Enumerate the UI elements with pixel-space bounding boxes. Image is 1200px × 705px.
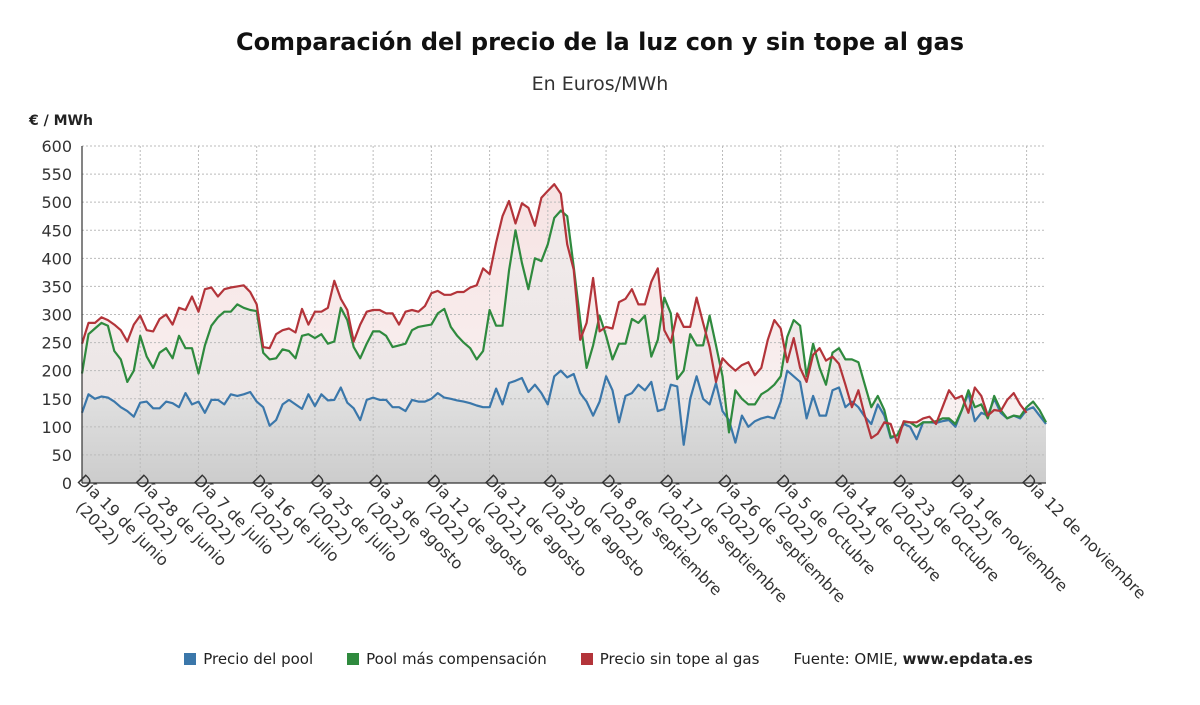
y-axis-unit-label: € / MWh xyxy=(29,113,93,129)
y-tick-label: 400 xyxy=(41,249,72,268)
y-tick-label: 450 xyxy=(41,221,72,240)
legend-label-compensacion: Pool más compensación xyxy=(366,650,547,668)
x-tick-label: Día 12 de noviembre xyxy=(1018,471,1150,603)
chart-title: Comparación del precio de la luz con y s… xyxy=(235,28,965,56)
y-tick-label: 0 xyxy=(62,474,72,493)
y-tick-label: 600 xyxy=(41,137,72,156)
source-note: Fuente: OMIE, www.epdata.es xyxy=(793,650,1032,668)
legend-label-sin-tope: Precio sin tope al gas xyxy=(599,650,760,668)
source-site: www.epdata.es xyxy=(902,650,1033,668)
source-label: Fuente: OMIE, xyxy=(793,650,903,668)
y-tick-label: 100 xyxy=(41,418,72,437)
legend-item-sin-tope: Precio sin tope al gas xyxy=(580,650,760,668)
y-tick-label: 300 xyxy=(41,306,72,325)
x-tick-labels: Día 19 de junio(2022) Día 28 de junio(202… xyxy=(72,471,1150,607)
area-compensacion xyxy=(82,210,1046,445)
y-tick-label: 150 xyxy=(41,390,72,409)
series-lines xyxy=(80,183,1047,446)
y-tick-label: 350 xyxy=(41,277,72,296)
y-tick-label: 200 xyxy=(41,362,72,381)
legend-label-pool: Precio del pool xyxy=(203,650,314,668)
y-tick-labels: 0 50 100 150 200 250 300 350 400 450 500 550 600 xyxy=(41,137,72,493)
legend: Precio del pool Pool más compensación Pr… xyxy=(0,650,1200,668)
line-pool xyxy=(80,369,1047,446)
y-tick-label: 500 xyxy=(41,193,72,212)
x-tick-label-text: Día 12 de noviembre xyxy=(1018,471,1150,603)
y-tick-label: 250 xyxy=(41,334,72,353)
legend-item-pool: Precio del pool xyxy=(184,650,313,668)
series-areas xyxy=(82,184,1046,483)
chart-subtitle: En Euros/MWh xyxy=(531,73,669,95)
legend-swatch-sin-tope xyxy=(580,653,593,665)
y-tick-label: 50 xyxy=(52,446,72,465)
legend-swatch-pool xyxy=(184,653,197,665)
axes xyxy=(81,146,1046,484)
legend-item-compensacion: Pool más compensación xyxy=(347,650,547,668)
legend-swatch-compensacion xyxy=(347,653,360,665)
line-sin-tope xyxy=(80,183,1028,444)
y-tick-label: 550 xyxy=(41,165,72,184)
